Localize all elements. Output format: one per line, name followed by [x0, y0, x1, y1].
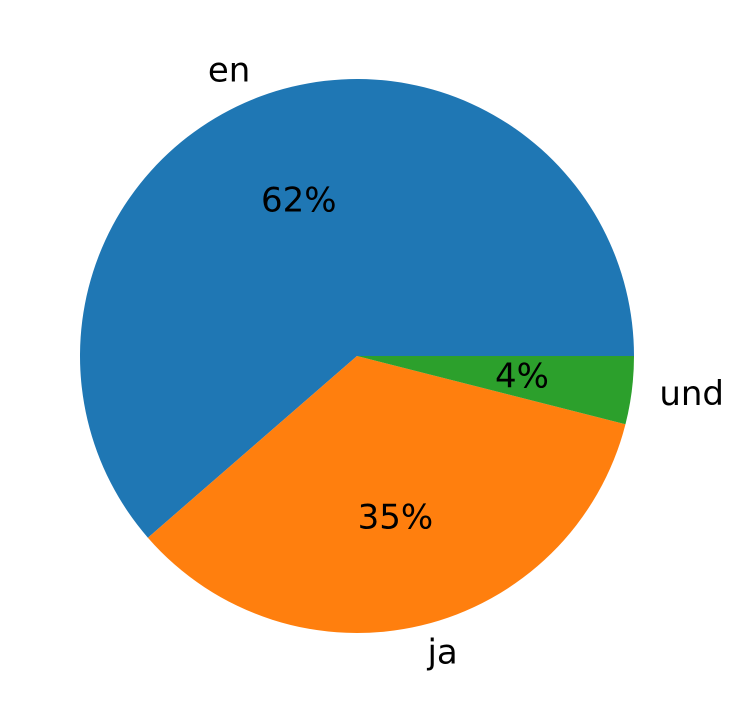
pie-labels: 62% en 35% ja 4% und	[208, 51, 724, 673]
pie-pct-label-en: 62%	[261, 180, 337, 220]
pie-slice-en	[79, 79, 634, 538]
pie-pct-label-ja: 35%	[358, 498, 434, 538]
pie-category-label-und: und	[659, 374, 724, 414]
pie-category-label-en: en	[208, 51, 250, 91]
pie-slice-ja	[147, 356, 626, 634]
pie-slice-und	[357, 356, 634, 425]
pie-pct-label-und: 4%	[495, 357, 549, 397]
pie-category-label-ja: ja	[426, 632, 457, 672]
pie-slices	[79, 79, 634, 634]
